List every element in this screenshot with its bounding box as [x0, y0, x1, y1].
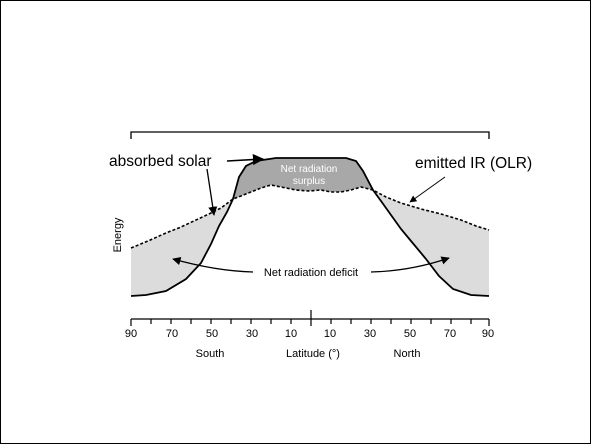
emitted-ir-arrow [409, 176, 446, 203]
x-tick-label: 30 [246, 328, 258, 340]
x-tick-label: 90 [482, 328, 494, 340]
deficit-region-north [373, 190, 489, 296]
x-tick-label: 10 [285, 328, 297, 340]
top-bracket [130, 131, 490, 139]
north-label: North [394, 348, 421, 360]
emitted-ir-label: emitted IR (OLR) [415, 155, 532, 172]
x-axis-title: Latitude (°) [286, 348, 340, 360]
x-tick-label: 70 [166, 328, 178, 340]
x-tick-label: 50 [206, 328, 218, 340]
x-tick-label: 50 [404, 328, 416, 340]
x-tick-label: 70 [444, 328, 456, 340]
surplus-label-line1: Net radiation [281, 164, 338, 175]
surplus-label-line2: surplus [293, 176, 325, 187]
surplus-region [233, 158, 373, 199]
absorbed-solar-label: absorbed solar [109, 153, 212, 170]
emitted-ir-curve [130, 184, 490, 249]
x-axis-ticks [130, 310, 490, 326]
deficit-arrow-right [370, 256, 450, 273]
deficit-arrow-left [172, 256, 254, 273]
x-tick-label: 90 [125, 328, 137, 340]
y-axis-title: Energy [112, 217, 124, 252]
absorbed-solar-arrow-down [206, 168, 218, 216]
x-tick-label: 10 [324, 328, 336, 340]
deficit-label: Net radiation deficit [264, 267, 358, 279]
x-tick-label: 30 [364, 328, 376, 340]
absorbed-solar-arrow-right [226, 153, 265, 166]
south-label: South [196, 348, 225, 360]
deficit-region-south [131, 199, 233, 296]
absorbed-solar-curve [130, 157, 490, 297]
